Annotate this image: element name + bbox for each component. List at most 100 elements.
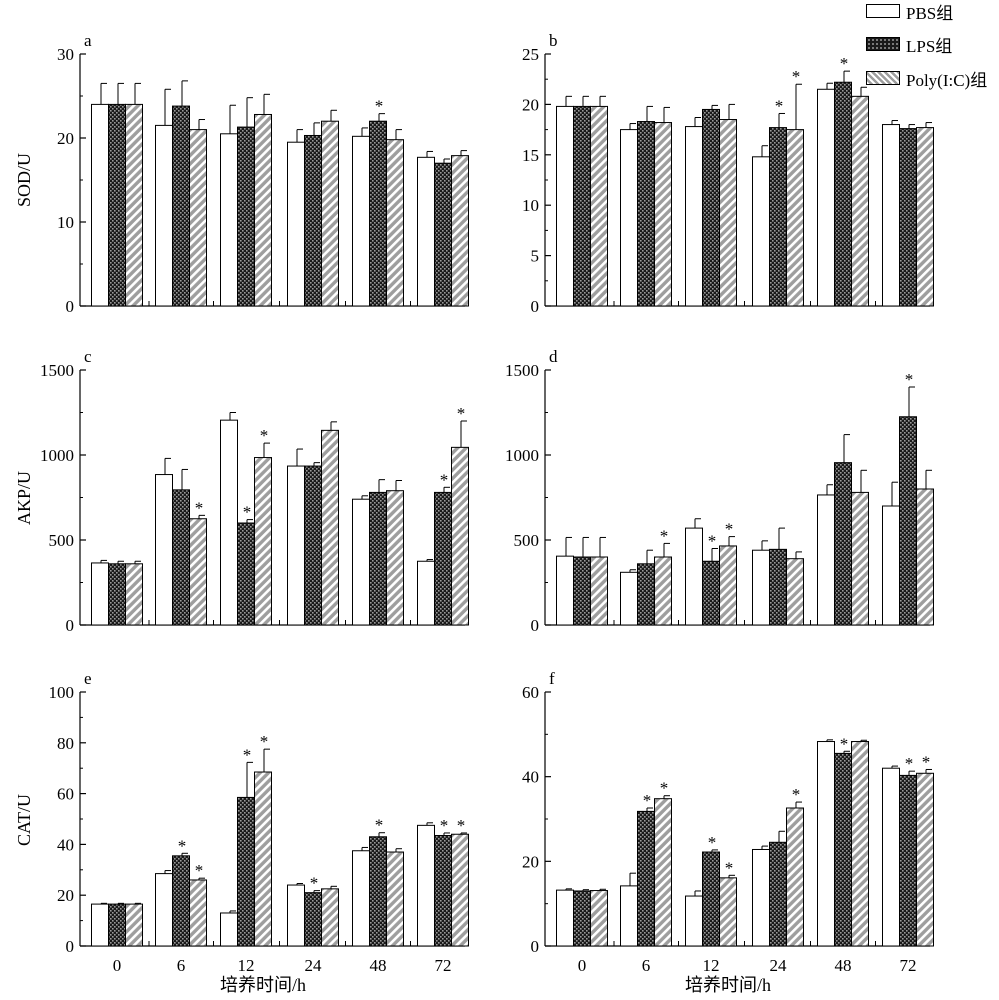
bar-poly — [125, 563, 143, 626]
bar-pbs — [817, 741, 835, 947]
bar-pbs — [417, 156, 435, 307]
y-tick-label: 10 — [57, 213, 74, 232]
significance-star: * — [905, 754, 914, 773]
bar-lps — [237, 522, 255, 626]
bar-pbs — [91, 562, 109, 626]
bar-pbs — [287, 465, 305, 626]
significance-star: * — [457, 816, 466, 835]
bar-poly — [386, 851, 404, 947]
legend-label-poly: Poly(I:C)组 — [906, 70, 988, 90]
bar-poly — [590, 556, 608, 626]
bar-poly — [719, 545, 737, 626]
y-tick-label: 0 — [531, 297, 540, 316]
bar-pbs — [91, 103, 109, 307]
bar-lps — [304, 465, 322, 626]
y-tick-label: 20 — [57, 129, 74, 148]
y-tick-label: 80 — [57, 734, 74, 753]
significance-star: * — [243, 745, 252, 764]
panel-letter: e — [84, 669, 92, 688]
bar-poly — [851, 95, 869, 307]
bar-lps — [769, 548, 787, 626]
y-tick-label: 20 — [522, 852, 539, 871]
y-tick-label: 1500 — [40, 361, 74, 380]
bar-pbs — [817, 494, 835, 626]
significance-star: * — [375, 97, 384, 116]
bar-poly — [654, 122, 672, 307]
y-tick-label: 100 — [49, 683, 75, 702]
bar-lps — [172, 489, 190, 626]
significance-star: * — [178, 836, 187, 855]
bar-pbs — [91, 903, 109, 947]
panel-letter: f — [549, 669, 555, 688]
bar-pbs — [220, 133, 238, 307]
bar-lps — [369, 836, 387, 947]
y-tick-label: 0 — [531, 616, 540, 635]
bar-lps — [702, 851, 720, 947]
legend-label-pbs: PBS组 — [906, 3, 954, 23]
bar-poly — [719, 877, 737, 947]
bar-pbs — [620, 571, 638, 626]
panel-letter: b — [549, 31, 558, 50]
bar-pbs — [352, 498, 370, 626]
bar-poly — [386, 139, 404, 307]
bar-poly — [786, 129, 804, 307]
significance-star: * — [243, 503, 252, 522]
legend-swatch-lps — [866, 37, 900, 51]
bar-lps — [237, 126, 255, 307]
significance-star: * — [660, 526, 669, 545]
bar-lps — [834, 81, 852, 307]
bar-poly — [451, 833, 469, 947]
significance-star: * — [375, 816, 384, 835]
x-tick-label: 48 — [370, 956, 387, 975]
significance-star: * — [440, 816, 449, 835]
panel-d: d 0 500 1000 1500 * * * * — [505, 347, 934, 635]
significance-star: * — [775, 96, 784, 115]
bar-poly — [786, 558, 804, 626]
panel-c: c AKP/U 0 500 1000 1500 * * * * * — [14, 347, 469, 635]
bar-lps — [899, 128, 917, 307]
bar-lps — [434, 491, 452, 626]
bar-poly — [189, 129, 207, 307]
bar-lps — [899, 416, 917, 626]
significance-star: * — [840, 54, 849, 73]
bar-poly — [916, 772, 934, 947]
y-tick-label: 1000 — [505, 446, 539, 465]
significance-star: * — [260, 732, 269, 751]
legend-item-poly: Poly(I:C)组 — [866, 68, 988, 90]
bar-poly — [189, 879, 207, 947]
legend-swatch-pbs — [866, 4, 900, 18]
significance-star: * — [643, 791, 652, 810]
bar-lps — [899, 774, 917, 947]
bar-pbs — [882, 767, 900, 947]
bar-poly — [451, 155, 469, 307]
panel-letter: a — [84, 31, 92, 50]
bar-poly — [451, 446, 469, 626]
bar-lps — [172, 855, 190, 947]
bar-pbs — [155, 124, 173, 307]
legend-item-pbs: PBS组 — [866, 1, 954, 23]
bar-lps — [769, 127, 787, 307]
bar-pbs — [752, 156, 770, 307]
y-axis-label: AKP/U — [14, 471, 34, 525]
bar-pbs — [620, 129, 638, 307]
bar-lps — [834, 752, 852, 947]
significance-star: * — [725, 858, 734, 877]
significance-star: * — [922, 752, 931, 771]
bar-pbs — [685, 895, 703, 947]
bar-lps — [573, 556, 591, 626]
bar-lps — [637, 563, 655, 626]
bar-poly — [851, 491, 869, 626]
y-tick-label: 0 — [66, 937, 75, 956]
y-tick-label: 0 — [66, 297, 75, 316]
bar-lps — [108, 563, 126, 626]
bar-lps — [834, 462, 852, 626]
bar-pbs — [685, 527, 703, 626]
bar-poly — [125, 103, 143, 307]
bar-lps — [637, 810, 655, 947]
y-tick-label: 1000 — [40, 446, 74, 465]
bar-pbs — [220, 419, 238, 626]
x-axis-title-left: 培养时间/h — [220, 975, 306, 995]
significance-star: * — [260, 426, 269, 445]
bar-lps — [434, 835, 452, 947]
